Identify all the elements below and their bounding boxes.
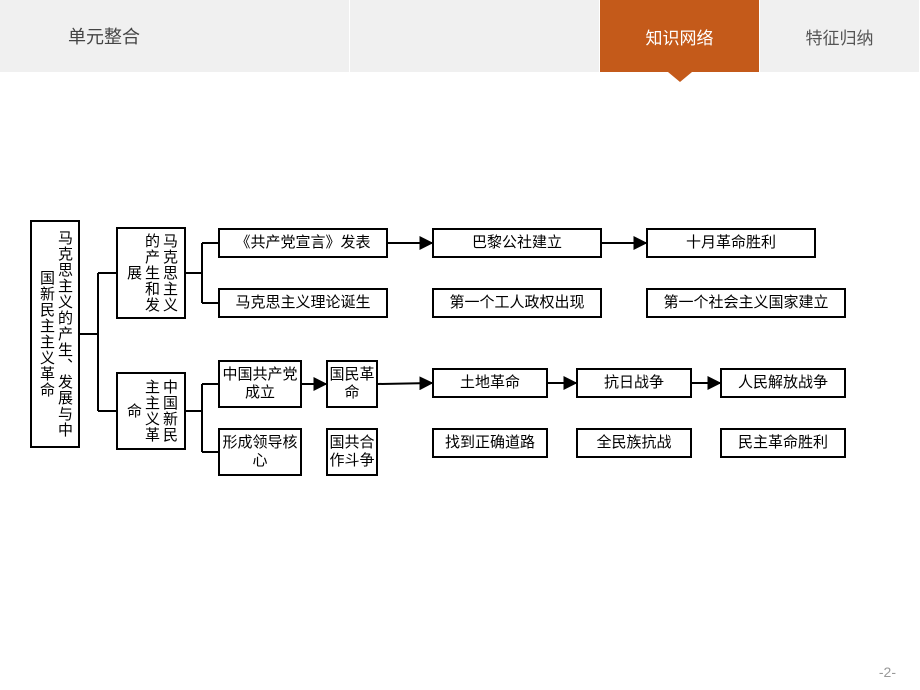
node-d2: 国共合作斗争 xyxy=(326,428,378,476)
node-d3: 找到正确道路 xyxy=(432,428,548,458)
tab-knowledge-network[interactable]: 知识网络 xyxy=(600,0,760,72)
header-spacer xyxy=(350,0,600,72)
node-root: 马克思主义的产生、发展与中国新民主主义革命 xyxy=(30,220,80,448)
node-a1: 《共产党宣言》发表 xyxy=(218,228,388,258)
node-b2: 第一个工人政权出现 xyxy=(432,288,602,318)
node-c3: 土地革命 xyxy=(432,368,548,398)
page-title: 单元整合 xyxy=(0,0,350,72)
header: 单元整合 知识网络 特征归纳 xyxy=(0,0,920,72)
node-d5: 民主革命胜利 xyxy=(720,428,846,458)
node-a3: 十月革命胜利 xyxy=(646,228,816,258)
node-a2: 巴黎公社建立 xyxy=(432,228,602,258)
node-c5: 人民解放战争 xyxy=(720,368,846,398)
tab-feature-summary[interactable]: 特征归纳 xyxy=(760,0,920,72)
node-c1: 中国共产党成立 xyxy=(218,360,302,408)
diagram-canvas: 马克思主义的产生、发展与中国新民主主义革命马克思主义的产生和发展中国新民主主义革… xyxy=(0,72,920,632)
edges-layer xyxy=(0,72,920,632)
node-b1: 马克思主义理论诞生 xyxy=(218,288,388,318)
node-cn: 中国新民主主义革命 xyxy=(116,372,186,450)
page-number: -2- xyxy=(879,664,896,680)
node-d4: 全民族抗战 xyxy=(576,428,692,458)
node-b3: 第一个社会主义国家建立 xyxy=(646,288,846,318)
node-d1: 形成领导核心 xyxy=(218,428,302,476)
node-c4: 抗日战争 xyxy=(576,368,692,398)
node-mk: 马克思主义的产生和发展 xyxy=(116,227,186,319)
node-c2: 国民革命 xyxy=(326,360,378,408)
